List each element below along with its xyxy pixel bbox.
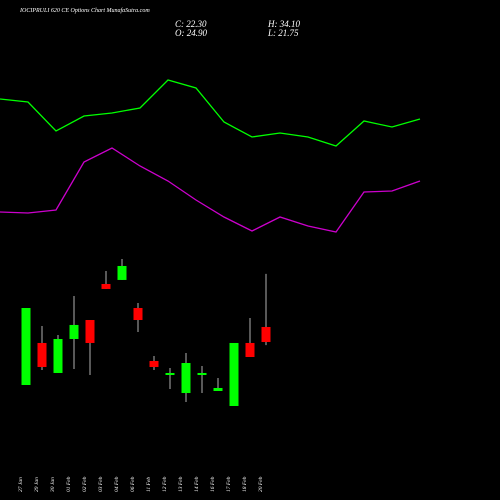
x-tick-label: 17 Feb [226, 476, 232, 492]
x-tick-label: 02 Feb [82, 476, 88, 492]
indicator-line [0, 79, 421, 147]
candle-body [21, 308, 31, 385]
x-tick-label: 03 Feb [98, 476, 104, 492]
candle-body [133, 308, 143, 321]
candle-body [149, 360, 159, 367]
candle-body [213, 387, 223, 391]
x-tick-label: 13 Feb [178, 476, 184, 492]
x-tick-label: 16 Feb [210, 476, 216, 492]
low-label: L: 21.75 [267, 28, 299, 38]
x-tick-label: 18 Feb [242, 476, 248, 492]
x-tick-label: 14 Feb [193, 476, 200, 492]
candle-body [197, 372, 207, 376]
x-tick-label: 01 Feb [66, 476, 72, 492]
x-tick-label: 12 Feb [162, 476, 168, 492]
open-label: O: 24.90 [175, 28, 207, 38]
candle-body [69, 324, 79, 339]
x-tick-label: 11 Feb [146, 477, 152, 492]
x-tick-label: 04 Feb [113, 476, 120, 492]
chart-title: IOCIPRULI 620 CE Options Chart MunafaSut… [19, 7, 150, 14]
indicator-line [0, 147, 421, 233]
x-tick-label: 20 Feb [258, 476, 264, 492]
x-tick-label: 27 Jan [18, 477, 24, 492]
x-tick-label: 06 Feb [130, 476, 136, 492]
x-tick-label: 29 Jan [34, 477, 40, 492]
candle-body [117, 265, 127, 280]
candle-body [53, 338, 63, 373]
candle-body [101, 283, 111, 289]
candle-body [85, 320, 95, 343]
candle-body [165, 372, 175, 376]
x-tick-label: 30 Jan [50, 477, 56, 493]
high-label: H: 34.10 [267, 19, 300, 29]
candle-body [37, 342, 47, 367]
candle-body [261, 326, 271, 342]
close-label: C: 22.30 [175, 19, 207, 29]
candle-body [229, 342, 239, 406]
candle-body [245, 342, 255, 357]
candle-body [181, 363, 191, 394]
